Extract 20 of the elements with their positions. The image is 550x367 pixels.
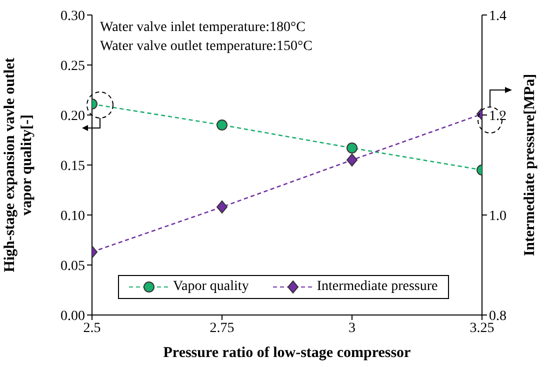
y-tick-label: 0.05 [60,258,85,274]
y-tick-label: 0.10 [60,208,85,224]
annotation: Water valve outlet temperature:150°C [100,38,312,56]
y-tick-label: 0.20 [60,108,85,124]
annotation: Water valve inlet temperature:180°C [100,19,306,37]
legend-label: Vapor quality [172,279,249,295]
x-tick-label: 2.75 [210,320,234,336]
x-tick-label: 2.5 [83,320,101,336]
legend-label: Intermediate pressure [316,279,438,295]
y-tick-label: 0.00 [60,308,85,324]
y2-axis-title: Intermediate pressure[MPa] [522,74,538,256]
y2-tick-label: 1.4 [489,8,506,24]
y-tick-label: 0.15 [60,158,85,174]
x-tick-label: 3 [348,320,356,336]
y-tick-label: 0.30 [60,8,85,24]
y2-tick-label: 1.2 [489,108,506,124]
y-tick-label: 0.25 [60,58,85,74]
x-axis-title: Pressure ratio of low-stage compressor [163,345,412,361]
y2-tick-label: 1.0 [489,208,506,224]
y-axis-title: High-stage expansion vavle outlet vapor quality[-] [2,58,35,272]
